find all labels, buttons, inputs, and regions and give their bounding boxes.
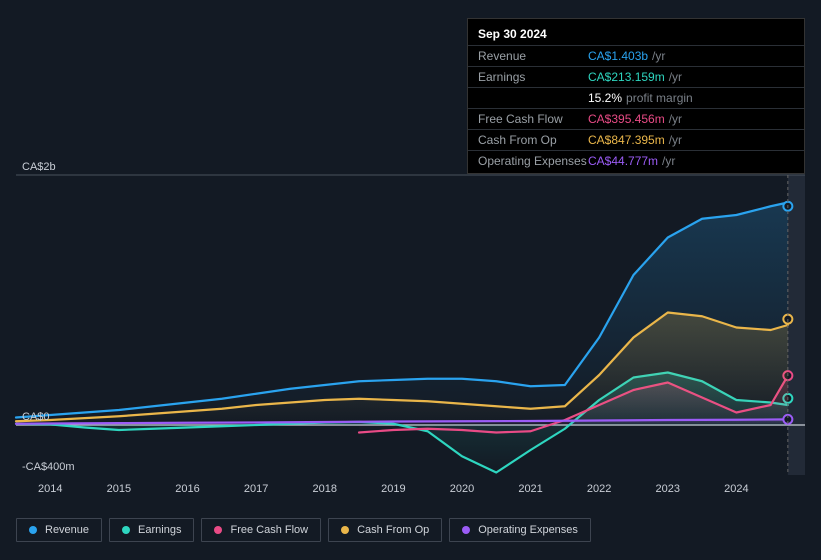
legend-label: Operating Expenses <box>478 524 578 536</box>
financials-chart[interactable] <box>0 0 821 510</box>
y-axis-label: CA$2b <box>22 161 56 173</box>
x-axis-label: 2022 <box>587 483 611 495</box>
y-axis-label: CA$0 <box>22 411 50 423</box>
legend-dot <box>122 526 130 534</box>
legend-label: Revenue <box>45 524 89 536</box>
legend-label: Earnings <box>138 524 181 536</box>
legend-dot <box>462 526 470 534</box>
legend-dot <box>29 526 37 534</box>
y-axis-label: -CA$400m <box>22 461 75 473</box>
x-axis-label: 2021 <box>518 483 542 495</box>
legend-item-cash-from-op[interactable]: Cash From Op <box>328 518 442 542</box>
x-axis-label: 2017 <box>244 483 268 495</box>
x-axis-label: 2014 <box>38 483 62 495</box>
legend-item-operating-expenses[interactable]: Operating Expenses <box>449 518 591 542</box>
legend-item-revenue[interactable]: Revenue <box>16 518 102 542</box>
x-axis-label: 2018 <box>312 483 336 495</box>
x-axis-label: 2023 <box>656 483 680 495</box>
legend-item-earnings[interactable]: Earnings <box>109 518 194 542</box>
legend-label: Free Cash Flow <box>230 524 308 536</box>
x-axis-label: 2024 <box>724 483 748 495</box>
legend-dot <box>341 526 349 534</box>
x-axis-label: 2019 <box>381 483 405 495</box>
legend: Revenue Earnings Free Cash Flow Cash From O… <box>16 518 591 542</box>
x-axis-label: 2015 <box>107 483 131 495</box>
x-axis-label: 2016 <box>175 483 199 495</box>
legend-dot <box>214 526 222 534</box>
legend-item-free-cash-flow[interactable]: Free Cash Flow <box>201 518 321 542</box>
x-axis-label: 2020 <box>450 483 474 495</box>
legend-label: Cash From Op <box>357 524 429 536</box>
